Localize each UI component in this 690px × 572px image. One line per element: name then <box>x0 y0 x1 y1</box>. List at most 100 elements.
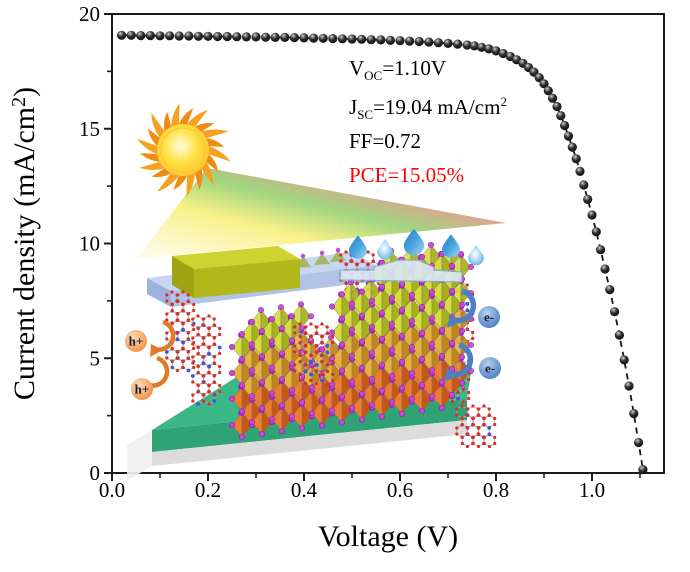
y-axis-title: Current density (mA/cm2) <box>8 87 41 400</box>
data-point <box>571 154 581 164</box>
data-point <box>126 30 136 40</box>
y-tick-label: 0 <box>90 461 101 485</box>
data-point <box>583 194 593 204</box>
data-point <box>136 30 146 41</box>
data-point <box>560 120 570 131</box>
y-tick-label: 10 <box>79 232 100 256</box>
molecular-mesh <box>190 314 222 406</box>
water-droplet <box>468 245 484 266</box>
hole-circle <box>125 330 147 352</box>
data-point <box>261 32 271 42</box>
data-point <box>241 32 251 42</box>
plot-axes: 0.0 0.2 0.4 0.6 0.8 1.0 0 5 10 15 20 Voltage (V) Cur… <box>8 2 665 553</box>
sun-body <box>157 124 209 176</box>
data-point <box>556 111 566 121</box>
sun-ray <box>186 110 208 127</box>
sun-ray <box>194 122 215 132</box>
data-point <box>395 36 405 46</box>
data-point <box>270 32 280 43</box>
sun-ray <box>178 108 194 125</box>
x-tick-label: 0.2 <box>195 478 221 502</box>
data-point <box>484 44 494 54</box>
data-point <box>610 307 620 317</box>
sun-ray <box>208 145 231 162</box>
data-point <box>385 35 395 46</box>
data-point <box>213 31 223 42</box>
x-tick-label: 0.0 <box>99 478 125 502</box>
data-point <box>376 35 386 45</box>
data-point <box>366 35 376 45</box>
sun-ray <box>151 112 165 139</box>
data-point <box>579 180 589 190</box>
data-point <box>145 30 155 41</box>
x-tick-label: 0.6 <box>387 478 413 502</box>
data-point <box>193 31 203 41</box>
y-tick-label: 20 <box>79 2 100 26</box>
data-point <box>337 34 347 44</box>
water-droplet <box>441 234 461 258</box>
data-point <box>165 31 175 41</box>
electron-label: e- <box>485 361 495 376</box>
x-tick-label: 0.4 <box>291 478 318 502</box>
charge-arrow <box>148 355 170 388</box>
data-point <box>309 33 319 43</box>
sun-ray <box>206 138 224 147</box>
y-tick-label: 5 <box>90 346 101 370</box>
data-point <box>414 36 424 47</box>
y-tick-label: 15 <box>79 117 100 141</box>
sunlight-beam <box>136 168 506 259</box>
data-point <box>567 142 577 152</box>
jv-curve-series <box>117 30 648 475</box>
data-point <box>548 93 558 103</box>
hole-circle <box>131 378 153 400</box>
light-beam-shape <box>136 168 506 259</box>
data-point <box>605 285 615 295</box>
data-point <box>587 210 597 220</box>
data-point <box>539 79 549 89</box>
sun-ray <box>171 103 180 127</box>
sun-ray <box>194 168 203 190</box>
data-point <box>614 330 625 340</box>
data-point <box>174 31 184 41</box>
molecular-mesh <box>293 322 335 386</box>
block-arrow-shape <box>339 259 463 283</box>
data-point <box>443 38 453 49</box>
x-axis-title: Voltage (V) <box>318 520 458 553</box>
data-point <box>453 39 463 49</box>
hole-label: h+ <box>129 334 144 349</box>
data-point <box>469 41 479 51</box>
electron-label: e- <box>484 310 494 325</box>
molecular-mesh <box>164 290 196 373</box>
water-droplet-icons <box>348 228 484 266</box>
sun-ray <box>173 175 188 190</box>
data-point <box>155 31 165 41</box>
data-point <box>619 355 629 365</box>
data-point <box>405 36 415 46</box>
sun-icon <box>137 103 231 197</box>
data-point <box>491 46 501 56</box>
data-point <box>477 42 487 52</box>
sun-ray <box>157 173 180 192</box>
data-point <box>552 101 562 112</box>
data-point <box>222 31 232 42</box>
sun-ray <box>201 129 229 139</box>
charge-arrow <box>451 342 474 378</box>
water-block-arrow-icon <box>339 259 463 283</box>
sun-ray <box>137 138 158 155</box>
x-tick-label: 1.0 <box>579 478 605 502</box>
substrate-base <box>152 420 467 466</box>
data-point <box>591 227 601 237</box>
charge-arrow <box>154 319 176 352</box>
substrate-front-face <box>152 398 467 452</box>
charge-transfer-icons: h+ h+ e-e- <box>125 288 501 400</box>
data-point <box>563 131 574 141</box>
data-point <box>498 48 508 59</box>
sun-ray <box>186 173 195 197</box>
data-point <box>357 34 367 44</box>
data-point <box>534 73 544 83</box>
data-point <box>624 381 634 391</box>
molecular-mesh <box>455 404 497 449</box>
electron-circle <box>479 357 501 379</box>
sun-ray <box>139 161 165 171</box>
